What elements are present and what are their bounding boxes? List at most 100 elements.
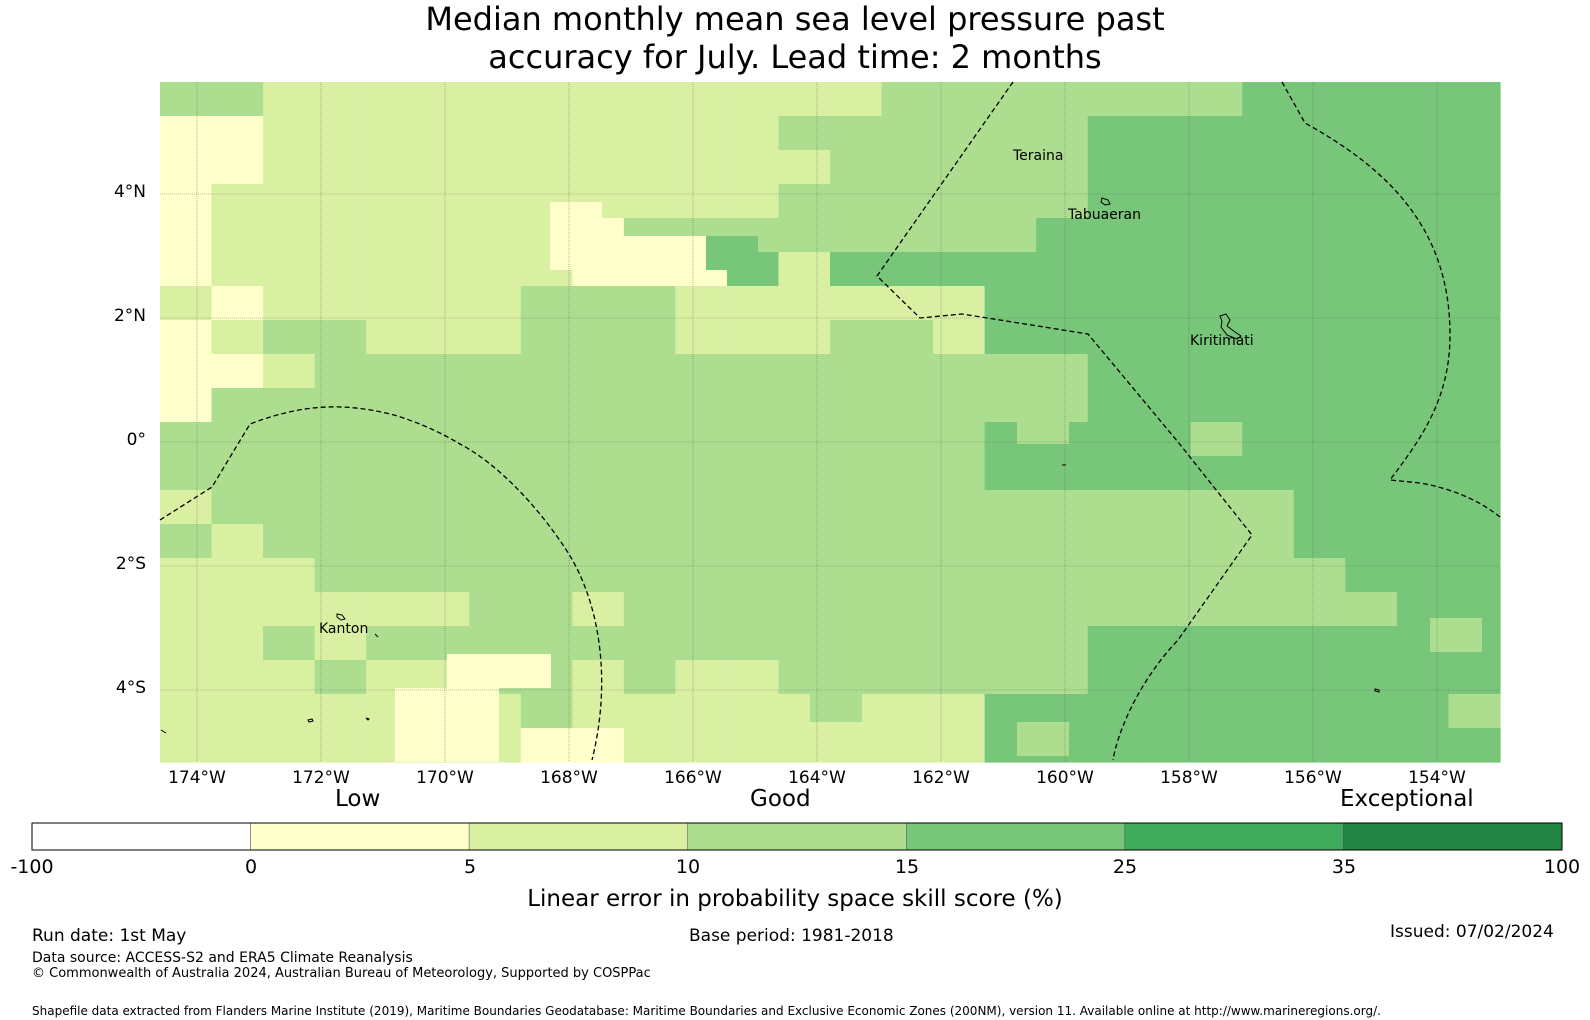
grid-cell [572, 354, 625, 389]
grid-cell [1139, 456, 1192, 491]
grid-cell [1087, 218, 1140, 253]
grid-cell [1345, 388, 1398, 423]
grid-cell [881, 694, 934, 729]
grid-cell [881, 490, 934, 525]
grid-cell [1293, 592, 1346, 627]
grid-cell [1345, 116, 1398, 151]
grid-cell [1087, 354, 1140, 389]
grid-cell [778, 592, 831, 627]
grid-cell [1087, 456, 1140, 491]
grid-cell [1036, 558, 1089, 593]
grid-cell [160, 728, 213, 763]
grid-cell [417, 252, 470, 287]
title-line-2: accuracy for July. Lead time: 2 months [488, 38, 1102, 76]
grid-cell [830, 354, 883, 389]
grid-cell [160, 524, 213, 559]
colorbar-tick-10: 10 [675, 856, 701, 878]
grid-cell [1242, 592, 1295, 627]
grid-cell [211, 320, 264, 355]
grid-cell [520, 116, 573, 151]
lon-tick-172w: 172°W [292, 768, 350, 788]
grid-cell [933, 116, 986, 151]
grid-cell [1087, 82, 1140, 117]
grid-cell [1242, 320, 1295, 355]
grid-cell [726, 150, 780, 185]
grid-cell [1293, 82, 1346, 117]
grid-cell [314, 558, 367, 593]
grid-cell [314, 116, 367, 151]
grid-cell [160, 592, 213, 627]
grid-cell [933, 524, 986, 559]
grid-cell [1448, 490, 1501, 525]
grid-cell [520, 286, 573, 321]
place-label-tabuaeran: Tabuaeran [1067, 207, 1141, 223]
colorbar-tick-100: 100 [1543, 856, 1581, 878]
grid-cell [1036, 82, 1089, 117]
grid-cell [881, 184, 934, 219]
eez-boundary-east [1281, 81, 1501, 518]
grid-cell [263, 422, 316, 457]
grid-cell [675, 422, 728, 457]
grid-cell [623, 558, 676, 593]
skill-map: Teraina Tabuaeran Kiritimati Kanton [159, 81, 1501, 763]
grid-cell [520, 490, 573, 525]
grid-cell [572, 82, 625, 117]
grid-cell [211, 354, 264, 389]
place-labels: Teraina Tabuaeran Kiritimati Kanton [319, 148, 1254, 637]
colorbar-segment [1343, 822, 1563, 851]
grid-cell [1190, 592, 1243, 627]
grid-cell [1396, 354, 1450, 389]
grid-cell [984, 524, 1037, 559]
grid-cell [1448, 150, 1501, 185]
colorbar-tick-5: 5 [463, 856, 477, 878]
grid-cell [160, 626, 213, 661]
grid-cell [469, 252, 522, 287]
grid-cell [830, 150, 883, 185]
grid-cell [984, 456, 1037, 491]
grid-cell [933, 388, 986, 423]
grid-cell [469, 558, 522, 593]
grid-cell [830, 286, 883, 321]
colorbar-tick-0: 0 [244, 856, 258, 878]
grid-cell [1293, 558, 1346, 593]
grid-cell [417, 456, 470, 491]
grid-cell [160, 184, 213, 219]
grid-cell [572, 422, 625, 457]
grid-cell [1345, 422, 1398, 457]
grid-cell [1036, 354, 1089, 389]
grid-cell [366, 592, 419, 627]
grid-cell [520, 456, 573, 491]
grid-cell [417, 524, 470, 559]
grid-cell [1430, 618, 1482, 652]
grid-cell [417, 592, 470, 627]
grid-cell [675, 456, 728, 491]
grid-cell [1242, 286, 1295, 321]
grid-cell [984, 592, 1037, 627]
grid-cell [1087, 320, 1140, 355]
grid-cell [1293, 286, 1346, 321]
grid-cell [1448, 286, 1501, 321]
grid-cell [726, 388, 780, 423]
grid-cell [623, 286, 676, 321]
grid-cell [1190, 558, 1243, 593]
grid-cell [211, 456, 264, 491]
grid-cell [1139, 694, 1192, 729]
grid-cell [263, 150, 316, 185]
grid-cell [417, 82, 470, 117]
grid-cell [263, 456, 316, 491]
grid-cell [1293, 694, 1346, 729]
grid-cell [881, 592, 934, 627]
skill-grid [160, 82, 1501, 763]
grid-cell [417, 422, 470, 457]
colorbar-tick-15: 15 [894, 856, 920, 878]
grid-cell [726, 320, 780, 355]
grid-cell [366, 116, 419, 151]
grid-cell [933, 286, 986, 321]
grid-cell [1448, 558, 1501, 593]
grid-cell [1139, 82, 1192, 117]
grid-cell [1036, 150, 1089, 185]
grid-cell [830, 422, 883, 457]
grid-cell [984, 320, 1037, 355]
grid-cell [1190, 490, 1243, 525]
grid-cell [1139, 490, 1192, 525]
